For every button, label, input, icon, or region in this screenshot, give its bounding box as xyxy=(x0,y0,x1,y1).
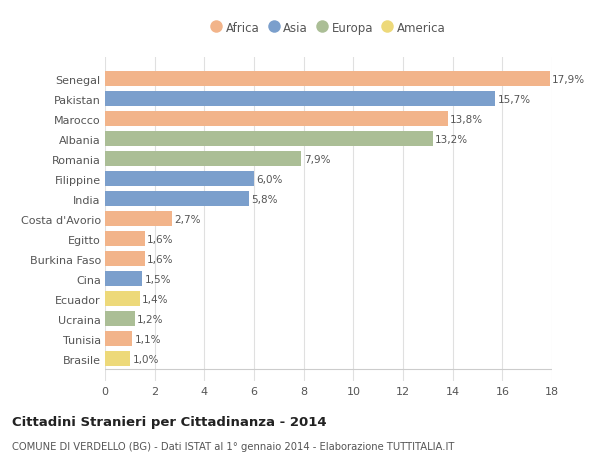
Text: Cittadini Stranieri per Cittadinanza - 2014: Cittadini Stranieri per Cittadinanza - 2… xyxy=(12,415,326,428)
Bar xyxy=(105,272,142,286)
Bar xyxy=(105,72,550,87)
Bar xyxy=(105,232,145,246)
Bar xyxy=(105,252,145,267)
Text: 5,8%: 5,8% xyxy=(251,194,278,204)
Text: 6,0%: 6,0% xyxy=(256,174,283,184)
Bar xyxy=(105,212,172,227)
Bar xyxy=(105,132,433,147)
Text: 13,8%: 13,8% xyxy=(450,114,484,124)
Text: 13,2%: 13,2% xyxy=(435,134,469,145)
Legend: Africa, Asia, Europa, America: Africa, Asia, Europa, America xyxy=(208,18,449,38)
Text: COMUNE DI VERDELLO (BG) - Dati ISTAT al 1° gennaio 2014 - Elaborazione TUTTITALI: COMUNE DI VERDELLO (BG) - Dati ISTAT al … xyxy=(12,441,454,451)
Text: 1,6%: 1,6% xyxy=(147,234,174,244)
Bar xyxy=(105,311,135,326)
Text: 1,5%: 1,5% xyxy=(145,274,171,284)
Text: 7,9%: 7,9% xyxy=(304,154,330,164)
Bar xyxy=(105,291,140,307)
Bar xyxy=(105,92,495,107)
Bar xyxy=(105,152,301,167)
Text: 1,0%: 1,0% xyxy=(133,354,158,364)
Bar xyxy=(105,351,130,366)
Text: 15,7%: 15,7% xyxy=(497,95,530,105)
Text: 1,4%: 1,4% xyxy=(142,294,169,304)
Text: 1,1%: 1,1% xyxy=(135,334,161,344)
Text: 2,7%: 2,7% xyxy=(175,214,201,224)
Bar xyxy=(105,172,254,187)
Text: 1,2%: 1,2% xyxy=(137,314,164,324)
Bar xyxy=(105,192,249,207)
Text: 17,9%: 17,9% xyxy=(552,74,585,84)
Bar xyxy=(105,112,448,127)
Bar xyxy=(105,331,133,347)
Text: 1,6%: 1,6% xyxy=(147,254,174,264)
